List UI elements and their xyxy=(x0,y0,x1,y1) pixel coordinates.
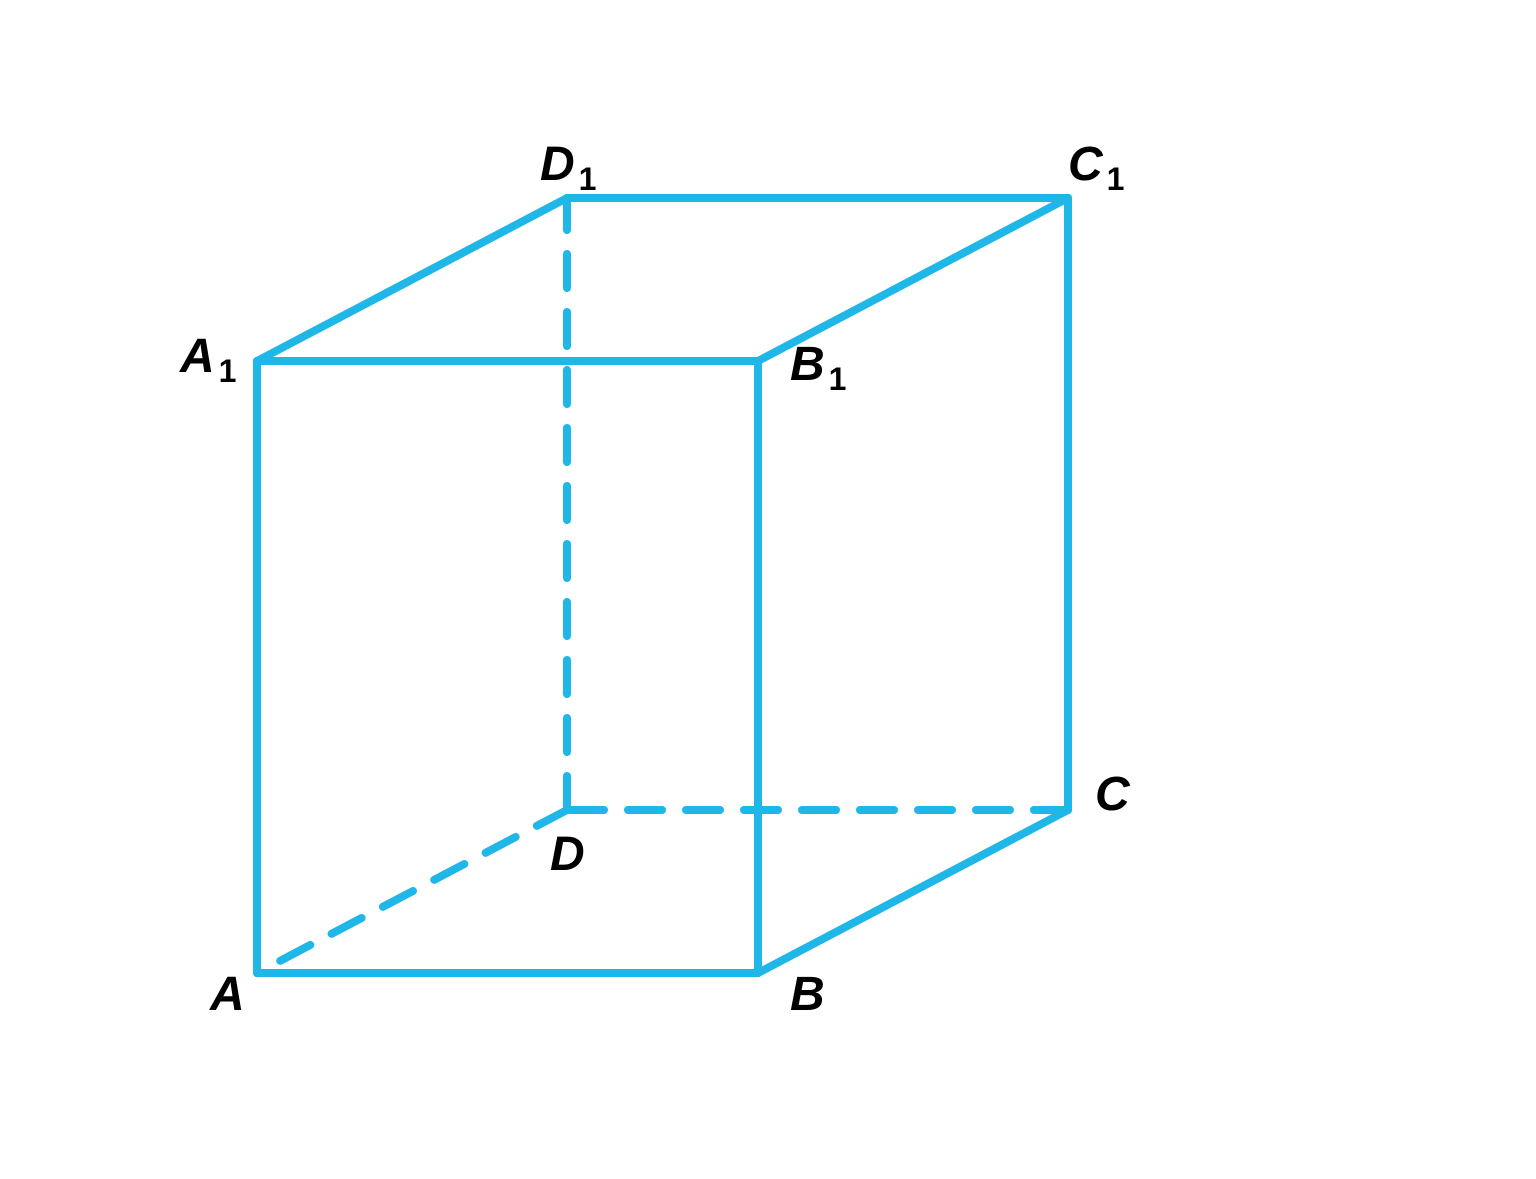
vertex-label-B: B xyxy=(790,968,825,1021)
vertex-label-A1: A1 xyxy=(179,330,236,389)
vertex-label-C1: C1 xyxy=(1068,138,1124,197)
edge-D1-A1 xyxy=(257,198,567,361)
vertex-label-D: D xyxy=(550,828,585,881)
edge-B-C xyxy=(758,810,1068,973)
vertex-label-A: A xyxy=(209,968,245,1021)
cube-diagram: A B C D A1 B1 C1 D1 xyxy=(0,0,1536,1179)
vertex-label-B1: B1 xyxy=(790,338,846,397)
vertex-label-C: C xyxy=(1095,768,1131,821)
edge-B1-C1 xyxy=(758,198,1068,361)
edge-D-A xyxy=(257,810,567,973)
vertex-label-D1: D1 xyxy=(540,138,596,197)
